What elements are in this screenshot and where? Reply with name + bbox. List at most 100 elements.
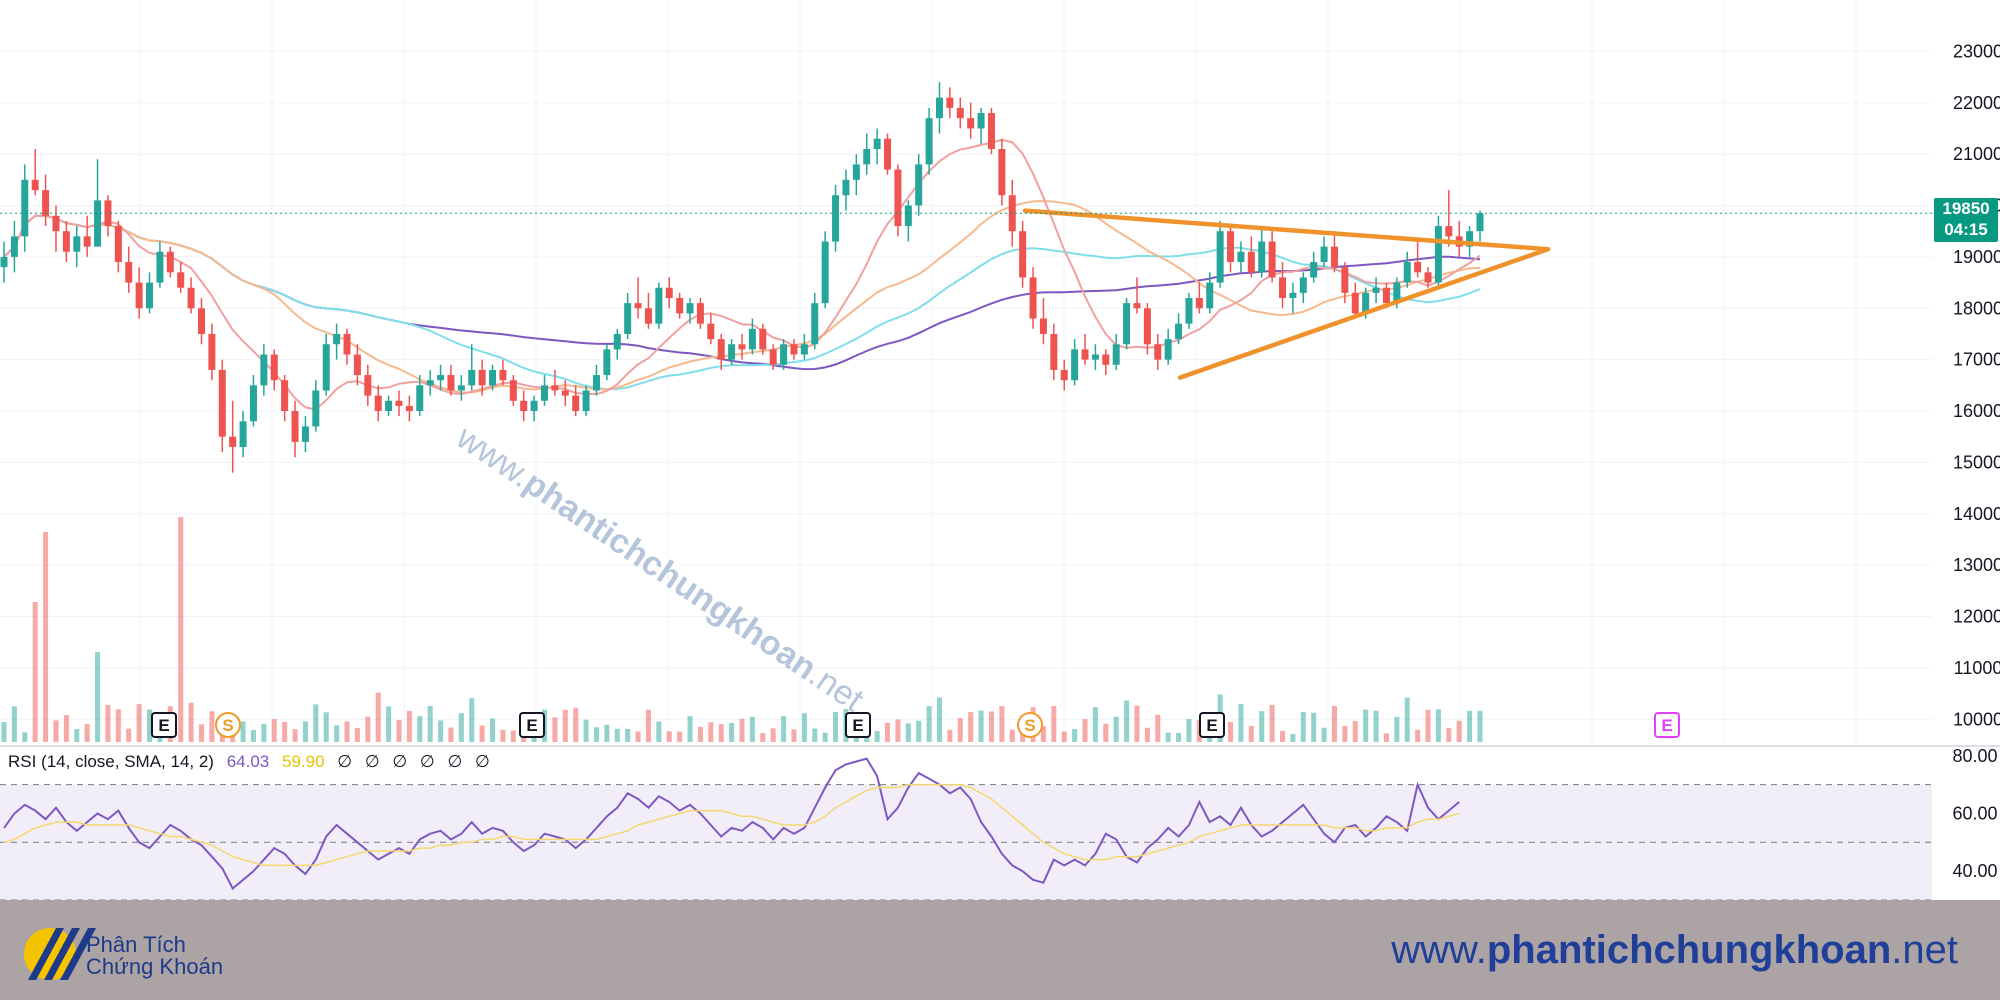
candle-body: [915, 164, 923, 206]
volume-bar: [666, 731, 672, 742]
volume-bar: [947, 729, 953, 742]
candle-body: [541, 385, 549, 401]
last-price-value: 19850: [1942, 199, 1990, 218]
volume-bar: [1155, 714, 1161, 742]
event-marker-label: E: [852, 716, 863, 735]
candle-body: [312, 390, 320, 427]
volume-bar: [500, 729, 506, 742]
candle-body: [1351, 292, 1359, 314]
price-axis-tick: 23000: [1953, 41, 2000, 61]
price-axis-tick: 14000: [1953, 504, 2000, 524]
volume-bar: [718, 724, 724, 742]
volume-bar: [1113, 716, 1119, 742]
volume-bar: [604, 724, 610, 742]
candle-body: [166, 251, 174, 273]
candle-body: [21, 179, 29, 237]
price-axis-tick: 16000: [1953, 401, 2000, 421]
volume-bar: [978, 710, 984, 742]
candle-body: [935, 97, 943, 119]
candle-body: [31, 179, 39, 191]
volume-bar: [1092, 707, 1098, 742]
volume-bar: [1331, 705, 1337, 742]
volume-bar: [729, 722, 735, 742]
price-axis-tick: 19000: [1953, 247, 2000, 267]
candle-body: [696, 303, 704, 324]
volume-bar: [282, 721, 288, 742]
volume-bar: [749, 716, 755, 742]
footer-url-prefix: www.: [1391, 928, 1487, 972]
price-axis-tick: 18000: [1953, 298, 2000, 318]
chart-svg[interactable]: ESEESEE230002200021000200001900018000170…: [0, 0, 2000, 900]
rsi-empty-value: ∅: [447, 752, 463, 771]
price-axis-tick: 22000: [1953, 93, 2000, 113]
candle-body: [374, 395, 382, 412]
candle-body: [1382, 287, 1390, 304]
volume-bar: [1082, 719, 1088, 742]
candle-body: [73, 236, 81, 252]
triangle-trendline: [1177, 246, 1551, 380]
price-axis-tick: 15000: [1953, 452, 2000, 472]
volume-bar: [1228, 721, 1234, 742]
candle-body: [499, 369, 507, 381]
brand-logo-icon: [24, 928, 96, 980]
event-marker-label: E: [526, 716, 537, 735]
volume-bar: [240, 721, 246, 742]
volume-bar: [250, 729, 256, 742]
rsi-empty-value: ∅: [392, 752, 408, 771]
candle-body: [229, 436, 237, 447]
volume-bar: [261, 724, 267, 742]
candle-body: [478, 369, 486, 386]
candle-body: [468, 369, 476, 386]
rsi-sma-line: [3, 783, 1460, 867]
candle-body: [613, 333, 621, 350]
candle-body: [1071, 349, 1079, 381]
candle-body: [1362, 292, 1370, 314]
candle-body: [343, 333, 351, 355]
volume-bar: [427, 705, 433, 742]
candle-body: [1195, 298, 1203, 309]
candle-body: [946, 97, 954, 108]
volume-bar: [375, 692, 381, 742]
volume-bar: [697, 726, 703, 742]
volume-bar: [833, 711, 839, 742]
volume-bar: [448, 727, 454, 742]
chart-area[interactable]: ESEESEE230002200021000200001900018000170…: [0, 0, 2000, 900]
candle-body: [1424, 272, 1432, 283]
candle-body: [437, 375, 445, 381]
candle-body: [1372, 287, 1380, 293]
candle-body: [551, 385, 559, 391]
footer-url[interactable]: www.phantichchungkhoan.net: [1391, 928, 1958, 973]
candle-countdown: 04:15: [1944, 220, 1988, 239]
candle-body: [530, 400, 538, 412]
candle-body: [873, 138, 881, 149]
rsi-legend[interactable]: RSI (14, close, SMA, 14, 2) 64.03 59.90 …: [8, 752, 498, 772]
volume-bar: [739, 718, 745, 742]
volume-bar: [1009, 729, 1015, 742]
candle-body: [665, 287, 673, 298]
volume-bar: [74, 729, 80, 742]
candle-body: [0, 256, 8, 268]
candle-body: [582, 390, 590, 412]
volume-bar: [1176, 733, 1182, 742]
candle-body: [94, 200, 102, 247]
volume-bar: [334, 725, 340, 742]
rsi-sma-value: 59.90: [281, 752, 325, 771]
candle-body: [1029, 277, 1037, 319]
volume-bar: [1477, 710, 1483, 742]
rsi-axis-tick: 60.00: [1952, 803, 1997, 823]
candle-body: [884, 138, 892, 170]
candle-body: [197, 308, 205, 334]
candle-body: [811, 303, 819, 345]
candle-body: [956, 107, 964, 119]
volume-bar: [801, 713, 807, 742]
candle-body: [156, 251, 164, 283]
candle-body: [925, 118, 933, 165]
candle-body: [1091, 354, 1099, 360]
candle-body: [1445, 226, 1453, 237]
candle-body: [426, 380, 434, 386]
candle-body: [1268, 241, 1276, 278]
candle-body: [405, 405, 413, 412]
event-marker-split: [215, 712, 241, 738]
volume-bar: [645, 709, 651, 742]
volume-bar: [1144, 727, 1150, 742]
